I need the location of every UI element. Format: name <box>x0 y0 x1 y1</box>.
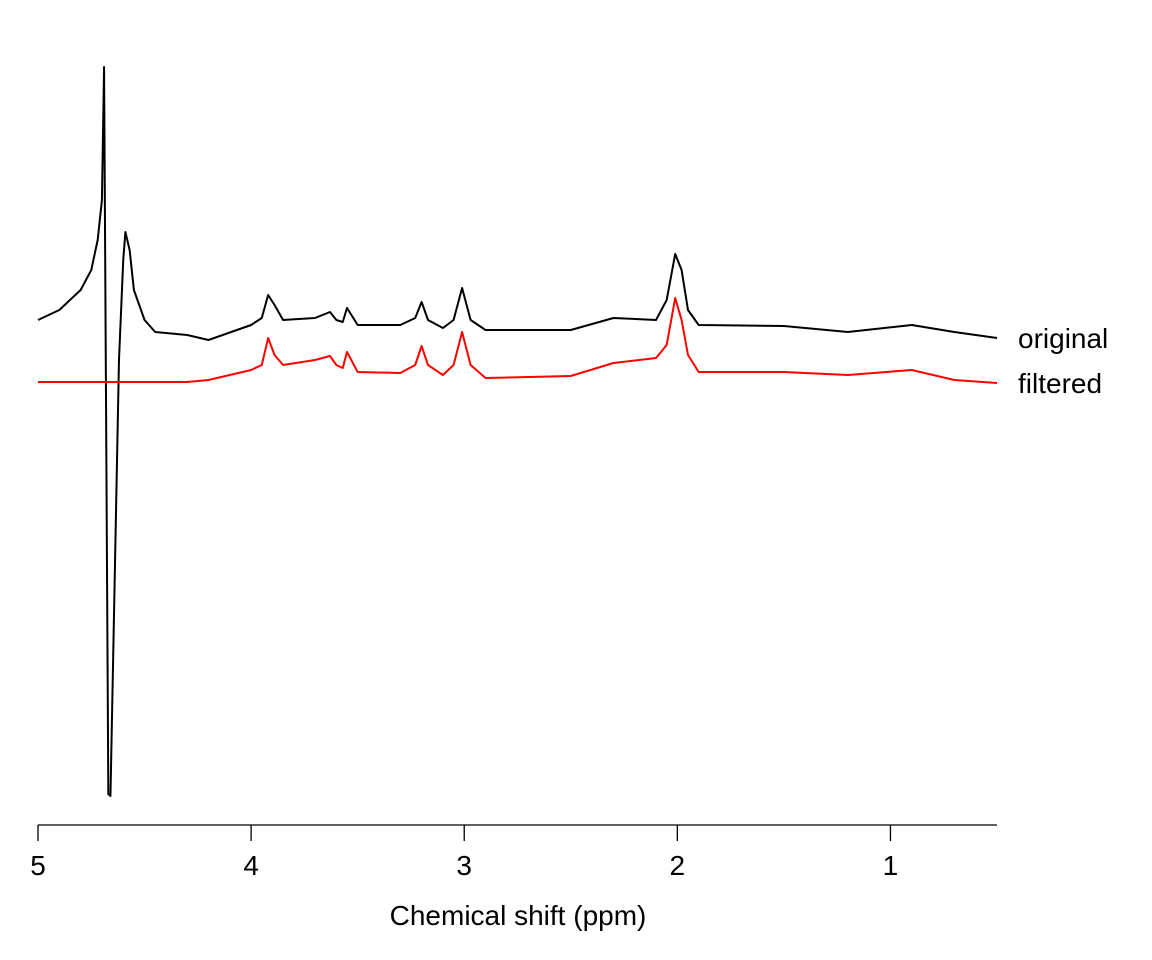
series-label: filtered <box>1018 368 1102 399</box>
x-tick-label: 5 <box>30 850 46 881</box>
series-line <box>37 66 998 797</box>
series-line <box>38 297 998 384</box>
series-label: original <box>1018 323 1108 354</box>
x-tick-label: 2 <box>670 850 686 881</box>
x-tick-label: 1 <box>883 850 899 881</box>
x-tick-label: 3 <box>456 850 472 881</box>
x-tick-label: 4 <box>243 850 259 881</box>
x-axis-title: Chemical shift (ppm) <box>390 900 647 931</box>
